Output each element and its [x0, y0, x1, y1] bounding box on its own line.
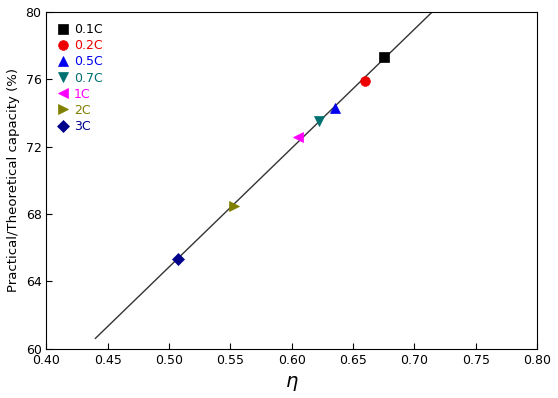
- Y-axis label: Practical/Theoretical capacity (%): Practical/Theoretical capacity (%): [7, 68, 20, 292]
- X-axis label: η: η: [286, 372, 298, 391]
- Legend: 0.1C, 0.2C, 0.5C, 0.7C, 1C, 2C, 3C: 0.1C, 0.2C, 0.5C, 0.7C, 1C, 2C, 3C: [52, 18, 108, 138]
